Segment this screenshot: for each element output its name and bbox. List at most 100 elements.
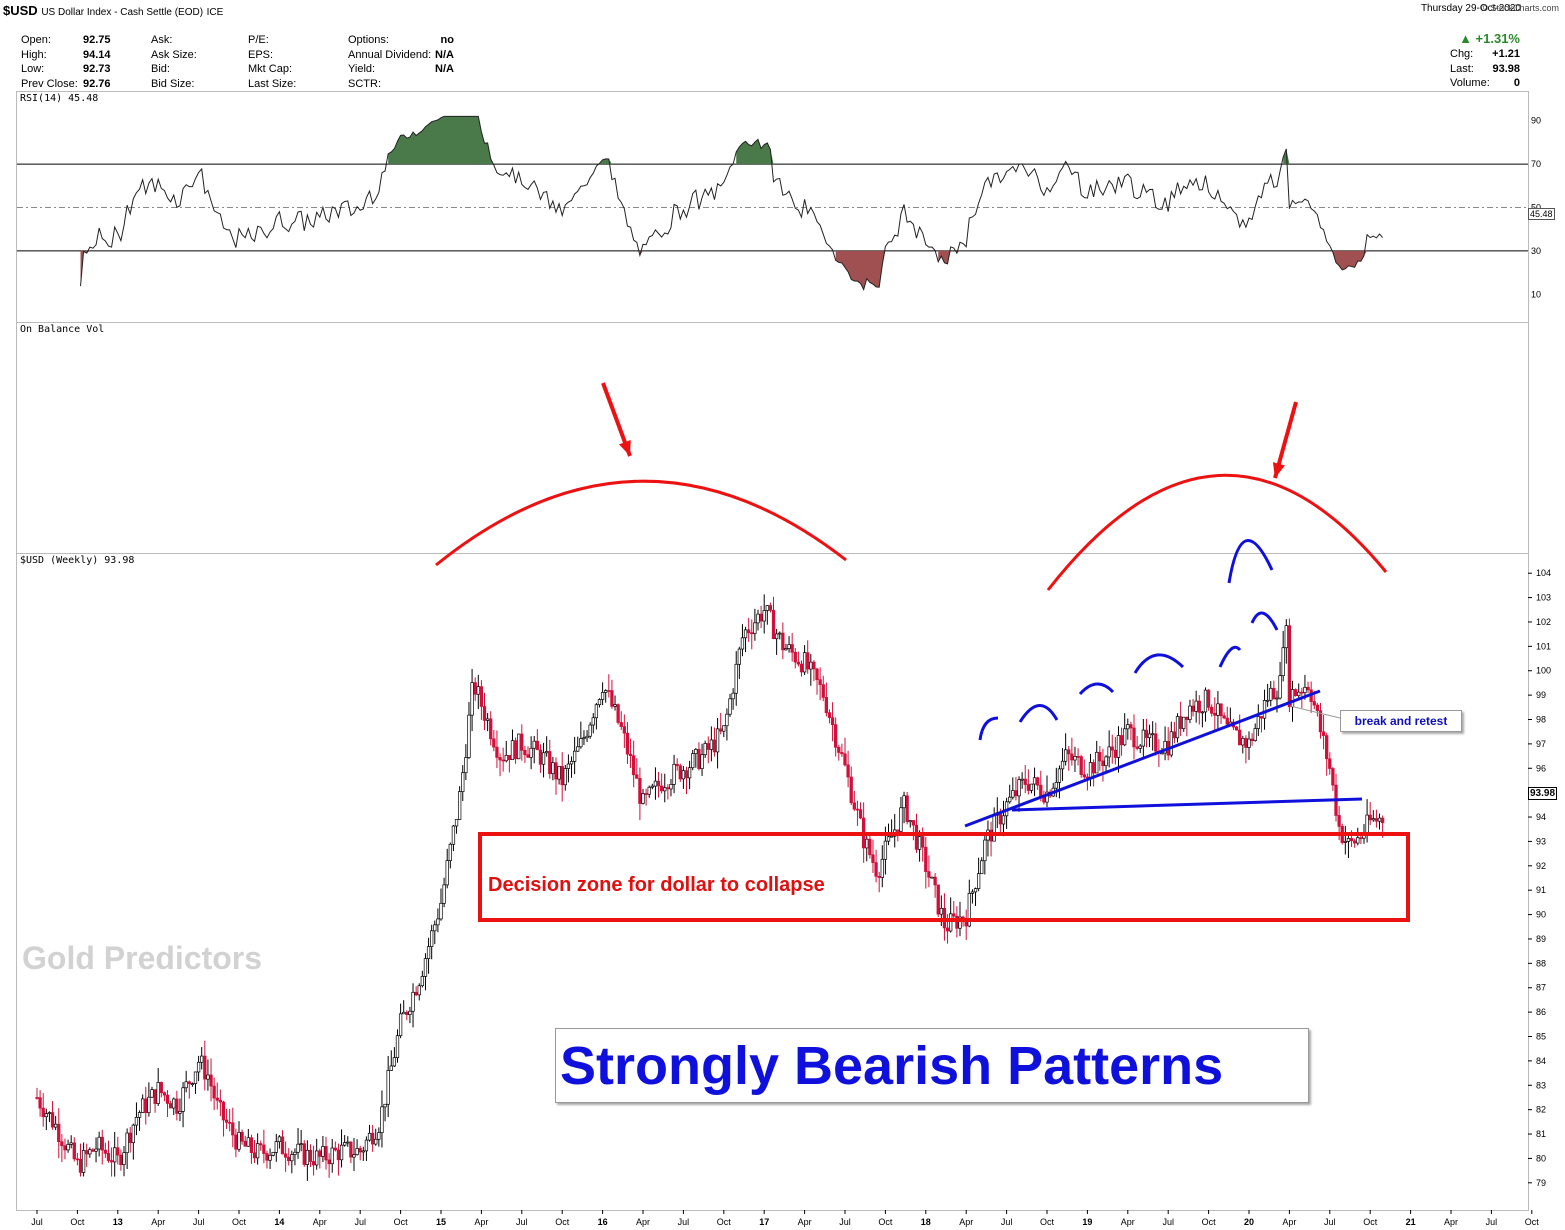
candle-body bbox=[454, 819, 459, 827]
rsi-y-tick-label: 50 bbox=[1531, 203, 1541, 213]
candle-body bbox=[750, 632, 754, 635]
price-y-tick-label: 102 bbox=[1536, 617, 1551, 627]
x-tick-label: Oct bbox=[394, 1217, 409, 1227]
candle-body bbox=[1315, 704, 1320, 711]
candle-body bbox=[551, 762, 555, 774]
candle-body bbox=[218, 1099, 223, 1103]
price-y-tick-label: 88 bbox=[1536, 958, 1546, 968]
candle-body bbox=[955, 915, 959, 929]
candle-body bbox=[476, 686, 480, 695]
candle-body bbox=[1253, 728, 1257, 741]
x-tick-label: 13 bbox=[113, 1217, 123, 1227]
price-y-tick-label: 103 bbox=[1536, 593, 1551, 603]
candle-body bbox=[936, 884, 940, 915]
quote-label: Chg: bbox=[1450, 48, 1474, 60]
candle-body bbox=[448, 843, 452, 862]
candle-body bbox=[184, 1081, 188, 1089]
candle-body bbox=[221, 1101, 226, 1121]
candle-body bbox=[473, 682, 477, 695]
price-y-tick-label: 93 bbox=[1536, 836, 1546, 846]
x-tick-label: Jul bbox=[839, 1217, 851, 1227]
candle-body bbox=[1073, 755, 1077, 761]
candle-body bbox=[343, 1142, 347, 1146]
candle-body bbox=[57, 1123, 61, 1142]
candle-body bbox=[165, 1094, 170, 1104]
candle-body bbox=[799, 663, 804, 673]
candle-body bbox=[632, 755, 636, 776]
candle-body bbox=[747, 629, 751, 634]
x-tick-label: 20 bbox=[1244, 1217, 1254, 1227]
candle-body bbox=[812, 661, 816, 670]
candle-body bbox=[1328, 758, 1332, 769]
candle-body bbox=[1337, 815, 1341, 827]
candle-body bbox=[731, 692, 735, 700]
candle-body bbox=[970, 891, 975, 894]
candle-body bbox=[778, 632, 782, 635]
candle-body bbox=[924, 846, 928, 872]
candle-body bbox=[206, 1074, 210, 1080]
candle-body bbox=[802, 652, 807, 673]
candle-body bbox=[1300, 691, 1304, 694]
candle-body bbox=[569, 761, 574, 765]
candle-body bbox=[684, 770, 689, 779]
candle-body bbox=[1191, 705, 1195, 712]
candle-body bbox=[1098, 751, 1102, 762]
candle-body bbox=[927, 871, 931, 878]
candle-body bbox=[1119, 735, 1124, 746]
candle-body bbox=[162, 1092, 167, 1096]
candle-body bbox=[604, 690, 608, 693]
candle-body bbox=[1359, 837, 1363, 840]
candle-body bbox=[1160, 752, 1164, 755]
candle-body bbox=[1060, 760, 1065, 770]
candle-body bbox=[1247, 738, 1251, 748]
candle-body bbox=[358, 1148, 362, 1153]
candle-body bbox=[1070, 753, 1074, 761]
price-y-tick-label: 81 bbox=[1536, 1129, 1546, 1139]
candle-body bbox=[287, 1156, 291, 1162]
candle-body bbox=[305, 1149, 310, 1165]
quote-last: Chg: +1.21 Last: 93.98 Volume: 0 bbox=[1450, 47, 1520, 91]
x-tick-label: Oct bbox=[878, 1217, 893, 1227]
price-y-tick-label: 101 bbox=[1536, 641, 1551, 651]
candle-body bbox=[911, 820, 916, 826]
candle-body bbox=[414, 991, 418, 996]
candle-body bbox=[607, 690, 611, 692]
candle-body bbox=[113, 1147, 117, 1163]
candle-body bbox=[1001, 815, 1006, 825]
candle-body bbox=[641, 793, 645, 804]
candle-body bbox=[1011, 790, 1015, 798]
candle-body bbox=[209, 1074, 213, 1087]
x-tick-label: Oct bbox=[717, 1217, 732, 1227]
candle-body bbox=[840, 752, 844, 755]
candle-body bbox=[1188, 705, 1192, 720]
candle-body bbox=[1238, 729, 1242, 746]
x-tick-label: Jul bbox=[516, 1217, 528, 1227]
candle-body bbox=[392, 1057, 397, 1067]
candle-body bbox=[967, 892, 971, 927]
candle-body bbox=[1169, 731, 1173, 756]
candle-body bbox=[1151, 733, 1155, 736]
candle-body bbox=[141, 1098, 145, 1113]
candle-body bbox=[1032, 777, 1037, 785]
candle-body bbox=[905, 795, 909, 823]
candle-body bbox=[759, 613, 763, 622]
candle-body bbox=[311, 1161, 316, 1166]
candle-body bbox=[949, 913, 953, 932]
x-tick-label: Jul bbox=[1162, 1217, 1174, 1227]
candle-body bbox=[44, 1113, 48, 1118]
candle-body bbox=[992, 814, 996, 842]
price-y-tick-label: 80 bbox=[1536, 1153, 1546, 1163]
candle-body bbox=[237, 1131, 241, 1150]
candle-body bbox=[489, 718, 493, 740]
candle-body bbox=[871, 854, 875, 863]
price-y-tick-label: 86 bbox=[1536, 1007, 1546, 1017]
candle-body bbox=[1269, 687, 1273, 701]
candle-body bbox=[952, 913, 956, 917]
rsi-oversold-fill bbox=[80, 250, 1368, 290]
candle-body bbox=[659, 785, 664, 792]
candle-body bbox=[930, 876, 934, 879]
candle-body bbox=[88, 1149, 92, 1155]
candle-body bbox=[153, 1089, 157, 1104]
candle-body bbox=[858, 809, 863, 819]
candle-body bbox=[687, 767, 692, 779]
